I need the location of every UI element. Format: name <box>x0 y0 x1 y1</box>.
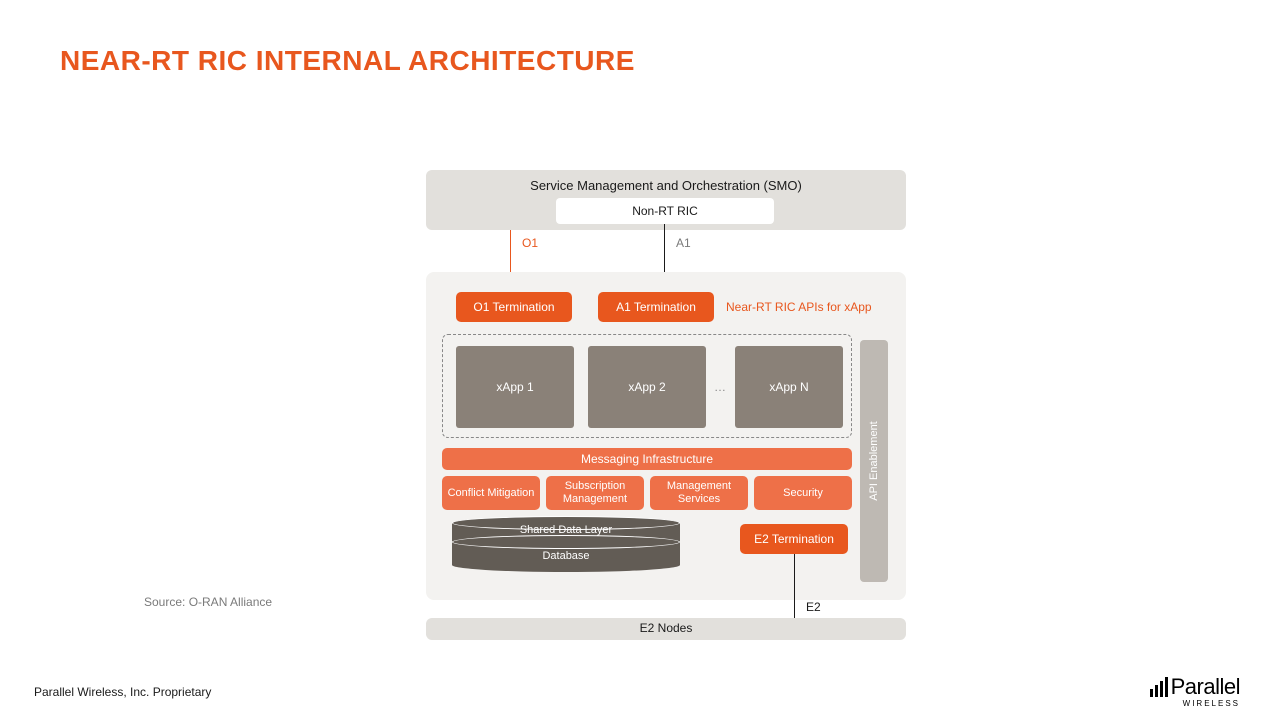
messaging-infrastructure: Messaging Infrastructure <box>442 448 852 470</box>
footer-proprietary: Parallel Wireless, Inc. Proprietary <box>34 685 211 699</box>
security: Security <box>754 476 852 510</box>
e2-label: E2 <box>806 600 821 614</box>
conflict-mitigation: Conflict Mitigation <box>442 476 540 510</box>
a1-label: A1 <box>676 236 691 250</box>
logo-bars-icon <box>1150 677 1168 697</box>
xapp-1: xApp 1 <box>456 346 574 428</box>
e2-line <box>794 554 795 618</box>
api-enablement: API Enablement <box>860 340 888 582</box>
source-attribution: Source: O-RAN Alliance <box>144 595 272 609</box>
near-rt-apis-label: Near-RT RIC APIs for xApp <box>726 300 872 314</box>
parallel-wireless-logo: Parallel WIRELESS <box>1150 674 1240 700</box>
database-label: Database <box>452 550 680 562</box>
xapp-2: xApp 2 <box>588 346 706 428</box>
subscription-management: Subscription Management <box>546 476 644 510</box>
xapp-n: xApp N <box>735 346 843 428</box>
e2-nodes-label: E2 Nodes <box>426 618 906 635</box>
logo-sub-text: WIRELESS <box>1183 699 1240 708</box>
management-services: Management Services <box>650 476 748 510</box>
nonrt-ric-box: Non-RT RIC <box>556 198 774 224</box>
a1-termination: A1 Termination <box>598 292 714 322</box>
e2-nodes-box: E2 Nodes <box>426 618 906 640</box>
o1-termination: O1 Termination <box>456 292 572 322</box>
e2-termination: E2 Termination <box>740 524 848 554</box>
logo-main-text: Parallel <box>1171 674 1240 699</box>
o1-label: O1 <box>522 236 538 250</box>
page-title: NEAR-RT RIC INTERNAL ARCHITECTURE <box>60 45 635 77</box>
database-cylinder: Shared Data Layer Database <box>452 516 680 572</box>
smo-label: Service Management and Orchestration (SM… <box>426 170 906 193</box>
xapp-ellipsis: … <box>714 380 726 394</box>
api-enablement-label: API Enablement <box>868 421 880 501</box>
